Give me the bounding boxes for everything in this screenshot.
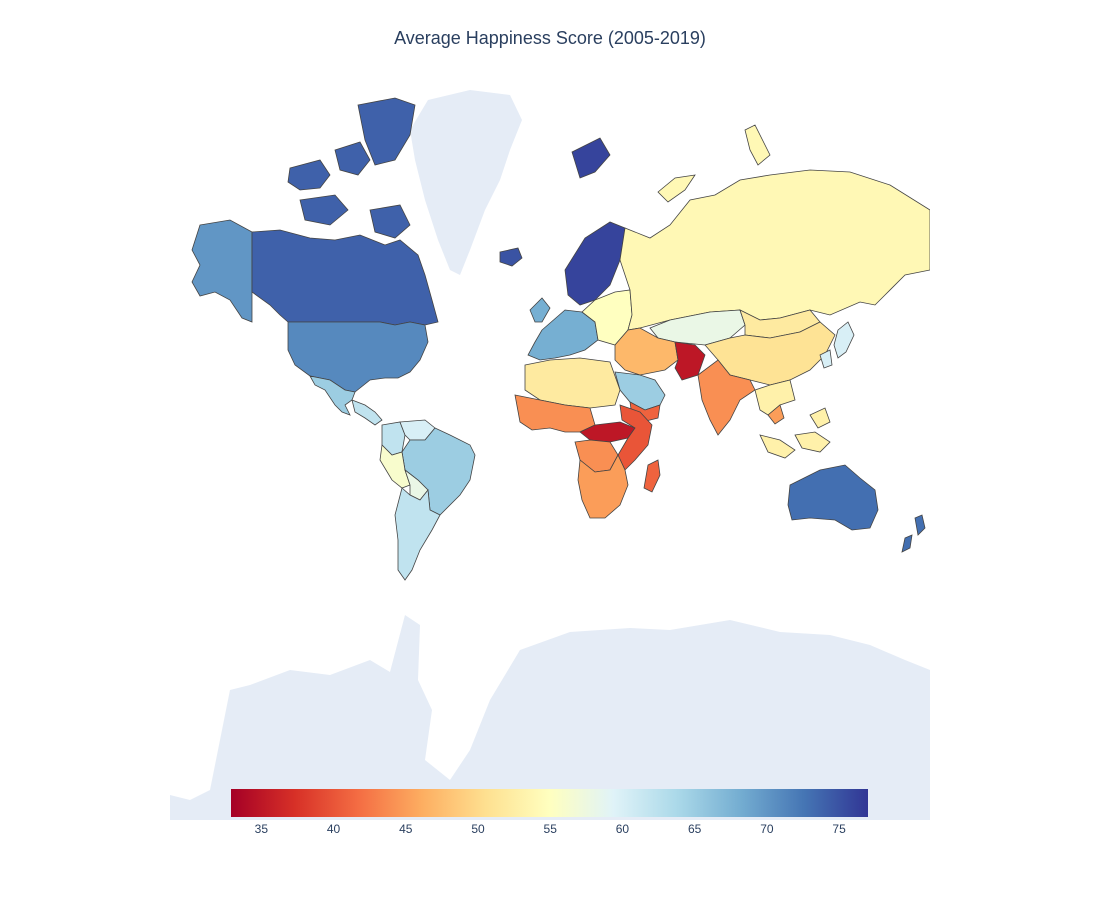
region-canada-islands[interactable] [287,97,416,239]
colorbar [231,789,868,817]
region-alaska[interactable] [191,219,253,323]
colorbar-tick-label: 60 [615,822,630,836]
colorbar-tick-label: 50 [471,822,485,836]
colorbar-gradient [231,789,868,817]
region-western-europe[interactable] [527,297,599,361]
region-north-africa[interactable] [524,357,621,409]
colorbar-tick-label: 40 [326,822,341,836]
region-new-zealand[interactable] [901,514,926,553]
region-scandinavia[interactable] [564,221,626,306]
region-greenland[interactable] [410,90,522,275]
region-australia[interactable] [787,464,879,531]
map-area[interactable] [170,60,930,820]
colorbar-tick-labels: 35 40 45 50 55 60 65 70 75 [231,822,868,840]
colorbar-tick-label: 65 [687,822,702,836]
chart-title: Average Happiness Score (2005-2019) [394,28,706,48]
colorbar-tick-label: 35 [254,822,268,836]
region-antarctica[interactable] [170,615,930,820]
region-argentina[interactable] [394,487,441,581]
region-mexico[interactable] [309,375,356,416]
region-india[interactable] [697,359,756,436]
colorbar-tick-label: 55 [543,822,557,836]
world-map[interactable] [170,60,930,820]
region-japan[interactable] [819,321,855,369]
colorbar-tick-label: 75 [832,822,846,836]
region-russia-islands[interactable] [657,124,771,203]
colorbar-tick-label: 45 [399,822,413,836]
region-afghanistan[interactable] [674,341,706,381]
region-madagascar[interactable] [643,459,661,493]
colorbar-tick-label: 70 [760,822,774,836]
region-central-america[interactable] [351,399,383,426]
region-southeast-asia[interactable] [754,379,831,459]
region-svalbard[interactable] [571,137,611,179]
region-iceland[interactable] [499,247,523,267]
region-southern-africa[interactable] [577,454,629,519]
region-cambodia[interactable] [767,404,785,425]
